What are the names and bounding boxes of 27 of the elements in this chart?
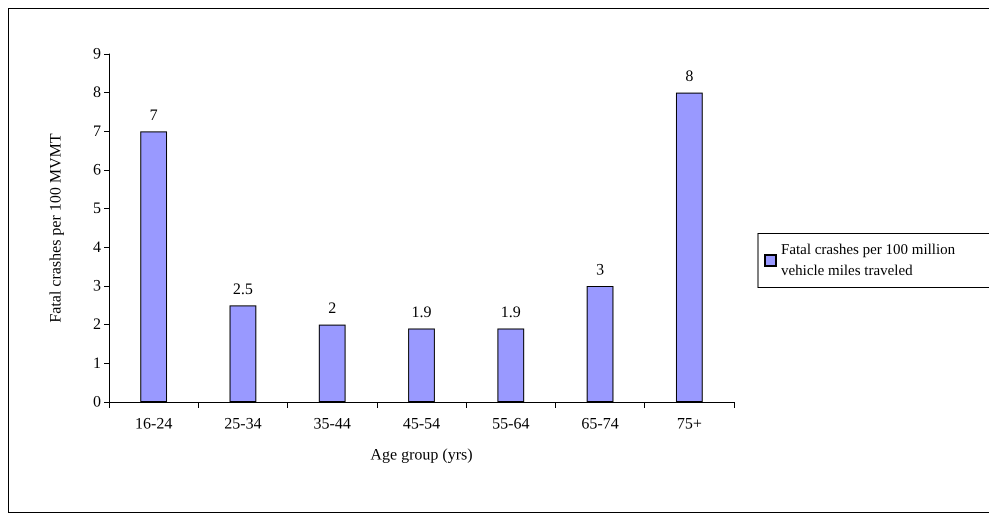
y-tick-label: 6 (93, 162, 101, 178)
y-tick-label: 2 (93, 316, 101, 334)
x-axis-title: Age group (yrs) (370, 446, 473, 464)
y-tick-label: 0 (93, 394, 101, 410)
x-tick-label: 16-24 (134, 416, 172, 432)
x-tick-label: 35-44 (314, 416, 351, 432)
data-label: 2.5 (232, 280, 253, 298)
y-tick-label: 3 (93, 278, 101, 294)
x-tick-label: 65-74 (581, 416, 619, 432)
y-tick-label: 9 (93, 46, 101, 62)
y-tick-label: 5 (93, 200, 101, 218)
x-tick-label: 75+ (676, 416, 702, 432)
data-label: 7 (150, 106, 158, 124)
y-tick-label: 4 (93, 238, 101, 256)
x-tick-label: 25-34 (224, 416, 262, 432)
x-tick-label: 45-54 (402, 416, 440, 432)
data-label: 8 (685, 68, 694, 86)
y-tick-label: 7 (93, 122, 101, 140)
x-tick-label: 55-64 (492, 416, 530, 432)
y-axis-title: Fatal crashes per 100 MVMT (48, 133, 64, 323)
legend-label: Fatal crashes per 100 million vehicle miles traveled (781, 242, 959, 279)
data-label: 3 (596, 262, 604, 278)
data-label: 1.9 (500, 304, 521, 322)
y-tick-label: 1 (93, 354, 101, 372)
data-label: 2 (328, 300, 336, 318)
data-label: 1.9 (412, 304, 432, 322)
y-tick-label: 8 (93, 84, 101, 102)
